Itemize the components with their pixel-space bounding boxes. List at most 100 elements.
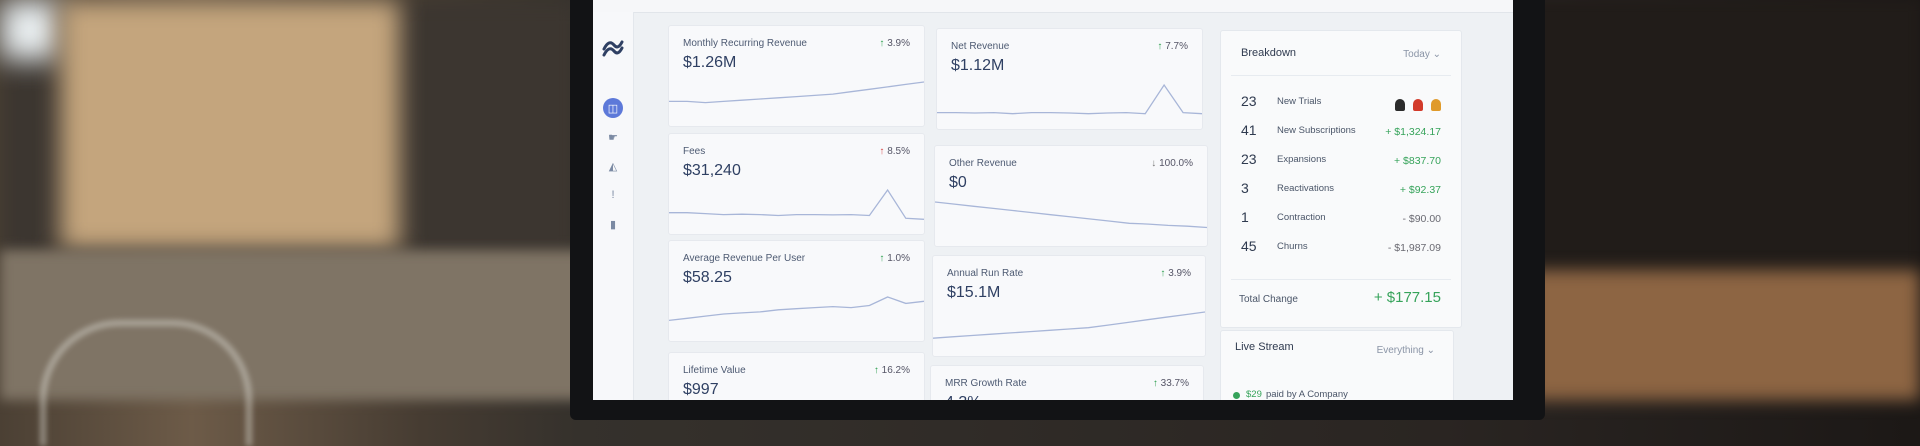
metric-change-value: 8.5% <box>887 146 910 157</box>
trend-arrow-icon: ↑ <box>879 253 888 264</box>
metric-label: Monthly Recurring Revenue <box>683 38 807 49</box>
bars-icon[interactable]: ▮ <box>609 218 617 231</box>
metric-change-value: 33.7% <box>1160 378 1189 389</box>
breakdown-filter-dropdown[interactable]: Today ⌄ <box>1403 49 1441 60</box>
metric-card[interactable]: Other Revenue $0 ↓ 100.0% <box>934 145 1208 247</box>
metric-change: ↓ 100.0% <box>1151 158 1193 169</box>
breakdown-filter-label: Today <box>1403 49 1430 60</box>
metric-card[interactable]: MRR Growth Rate 4.3% ↑ 33.7% <box>930 365 1204 400</box>
metric-label: Fees <box>683 146 706 157</box>
breakdown-count: 23 <box>1241 151 1257 167</box>
total-divider <box>1231 279 1451 280</box>
metric-change: ↑ 3.9% <box>1160 268 1191 279</box>
logo-icon[interactable] <box>601 36 625 60</box>
trend-arrow-icon: ↑ <box>873 365 882 376</box>
metric-card[interactable]: Lifetime Value $997 ↑ 16.2% <box>668 352 925 400</box>
chevron-down-icon: ⌄ <box>1426 345 1435 356</box>
total-change-value: + $177.15 <box>1373 289 1441 306</box>
stream-item-text: paid by A Company <box>1266 389 1348 400</box>
metric-change: ↑ 3.9% <box>879 38 910 49</box>
metric-value: $31,240 <box>683 162 741 179</box>
livestream-filter-dropdown[interactable]: Everything ⌄ <box>1377 345 1435 356</box>
sparkline <box>935 201 1207 229</box>
sidebar-nav: ◫ ☛ ◭! ▮ <box>593 12 634 400</box>
breakdown-count: 45 <box>1241 238 1257 254</box>
metric-label: Annual Run Rate <box>947 268 1024 279</box>
metric-value: $0 <box>949 174 967 191</box>
chart-icon[interactable]: ◭ <box>608 160 618 173</box>
metric-value: $1.26M <box>683 54 737 71</box>
metric-value: $15.1M <box>947 284 1001 301</box>
metric-card[interactable]: Net Revenue $1.12M ↑ 7.7% <box>936 28 1203 130</box>
stream-status-dot <box>1233 392 1240 399</box>
breakdown-row[interactable]: 3 Reactivations <box>1241 180 1441 202</box>
sparkline <box>937 83 1202 115</box>
breakdown-label: Contraction <box>1277 212 1326 223</box>
breakdown-row[interactable]: 45 Churns <box>1241 238 1441 260</box>
sparkline-path <box>937 83 1202 115</box>
trend-arrow-icon: ↑ <box>879 146 888 157</box>
metric-card[interactable]: Monthly Recurring Revenue $1.26M ↑ 3.9% <box>668 25 925 127</box>
metric-card[interactable]: Average Revenue Per User $58.25 ↑ 1.0% <box>668 240 925 342</box>
breakdown-count: 1 <box>1241 209 1249 225</box>
user-avatar-icon[interactable] <box>1395 99 1405 111</box>
sparkline-path <box>935 201 1207 229</box>
sparkline <box>669 188 924 220</box>
metric-change-value: 100.0% <box>1159 158 1193 169</box>
breakdown-count: 3 <box>1241 180 1249 196</box>
trend-arrow-icon: ↑ <box>1152 378 1161 389</box>
metric-label: Other Revenue <box>949 158 1017 169</box>
metric-value: $997 <box>683 381 719 398</box>
breakdown-amount: + $837.70 <box>1393 155 1441 167</box>
breakdown-label: Reactivations <box>1277 183 1335 194</box>
user-avatar-icon[interactable] <box>1431 99 1441 111</box>
metric-change-value: 16.2% <box>881 365 910 376</box>
metric-label: Average Revenue Per User <box>683 253 806 264</box>
metric-card[interactable]: Fees $31,240 ↑ 8.5% <box>668 133 925 235</box>
breakdown-divider <box>1231 75 1451 76</box>
breakdown-label: New Trials <box>1277 96 1322 107</box>
metric-change-value: 1.0% <box>887 253 910 264</box>
breakdown-title: Breakdown <box>1241 47 1297 59</box>
pointer-icon[interactable]: ☛ <box>608 131 618 144</box>
user-avatar-icon[interactable] <box>1413 99 1423 111</box>
metric-change-value: 3.9% <box>887 38 910 49</box>
trial-avatars <box>1395 99 1441 111</box>
trend-arrow-icon: ↓ <box>1151 158 1160 169</box>
dashboard-icon[interactable]: ◫ <box>603 98 623 118</box>
metric-change: ↑ 7.7% <box>1157 41 1188 52</box>
metric-value: $1.12M <box>951 57 1005 74</box>
alert-icon[interactable]: ! <box>611 189 615 201</box>
breakdown-row[interactable]: 23 Expansions <box>1241 151 1441 173</box>
sparkline-path <box>669 81 924 104</box>
background-picture-frame <box>60 0 400 250</box>
livestream-filter-label: Everything <box>1376 345 1424 356</box>
breakdown-amount: + $1,324.17 <box>1385 126 1441 138</box>
livestream-panel: Live Stream Everything ⌄ <box>1220 330 1454 400</box>
metric-label: Net Revenue <box>951 41 1010 52</box>
breakdown-row[interactable]: 23 New Trials <box>1241 93 1441 115</box>
trend-arrow-icon: ↑ <box>879 38 888 49</box>
sparkline-path <box>933 311 1205 339</box>
breakdown-amount: - $90.00 <box>1402 213 1441 225</box>
dashboard-screen: ◫ ☛ ◭! ▮ Monthly Recurring Revenue $1.26M ↑ 3… <box>593 0 1513 400</box>
breakdown-amount: + $92.37 <box>1399 184 1441 196</box>
sparkline-path <box>669 296 924 322</box>
breakdown-row[interactable]: 41 New Subscriptions <box>1241 122 1441 144</box>
metric-change-value: 3.9% <box>1168 268 1191 279</box>
metric-change: ↑ 1.0% <box>879 253 910 264</box>
breakdown-label: Expansions <box>1277 154 1327 165</box>
metric-change: ↑ 33.7% <box>1153 378 1189 389</box>
background-table-right <box>1530 270 1920 400</box>
metric-label: MRR Growth Rate <box>945 378 1027 389</box>
sparkline <box>669 81 924 104</box>
breakdown-label: Churns <box>1277 241 1308 252</box>
top-bar <box>593 0 1513 13</box>
trend-arrow-icon: ↑ <box>1160 268 1169 279</box>
livestream-title: Live Stream <box>1235 341 1294 353</box>
metric-value: $58.25 <box>683 269 732 286</box>
background-glass-jar <box>40 320 252 446</box>
breakdown-row[interactable]: 1 Contraction <box>1241 209 1441 231</box>
metric-card[interactable]: Annual Run Rate $15.1M ↑ 3.9% <box>932 255 1206 357</box>
background-dark-right <box>1530 0 1920 275</box>
